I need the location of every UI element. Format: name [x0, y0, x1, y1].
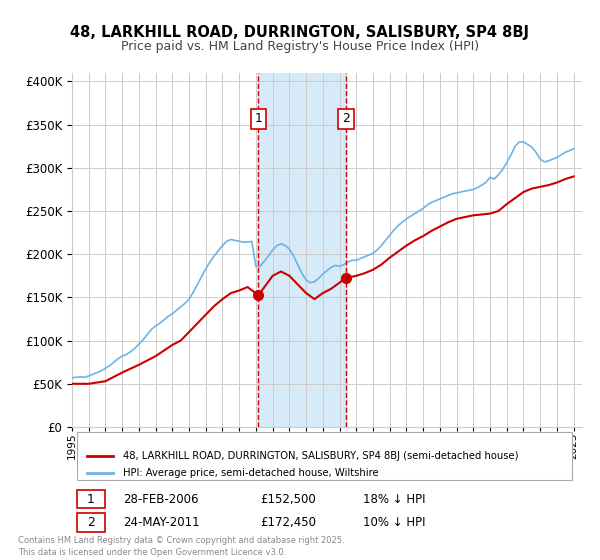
Text: 2: 2: [87, 516, 95, 529]
Text: HPI: Average price, semi-detached house, Wiltshire: HPI: Average price, semi-detached house,…: [123, 469, 379, 478]
Text: 18% ↓ HPI: 18% ↓ HPI: [362, 493, 425, 506]
Text: Contains HM Land Registry data © Crown copyright and database right 2025.
This d: Contains HM Land Registry data © Crown c…: [18, 536, 344, 557]
Text: 48, LARKHILL ROAD, DURRINGTON, SALISBURY, SP4 8BJ (semi-detached house): 48, LARKHILL ROAD, DURRINGTON, SALISBURY…: [123, 451, 518, 461]
Text: 28-FEB-2006: 28-FEB-2006: [123, 493, 199, 506]
Text: Price paid vs. HM Land Registry's House Price Index (HPI): Price paid vs. HM Land Registry's House …: [121, 40, 479, 53]
FancyBboxPatch shape: [77, 432, 572, 480]
Text: 48, LARKHILL ROAD, DURRINGTON, SALISBURY, SP4 8BJ: 48, LARKHILL ROAD, DURRINGTON, SALISBURY…: [71, 25, 530, 40]
Text: £172,450: £172,450: [260, 516, 317, 529]
Text: 24-MAY-2011: 24-MAY-2011: [123, 516, 200, 529]
FancyBboxPatch shape: [77, 490, 105, 508]
Bar: [259, 73, 346, 427]
Text: 1: 1: [254, 113, 262, 125]
Text: 10% ↓ HPI: 10% ↓ HPI: [362, 516, 425, 529]
Text: 2: 2: [342, 113, 350, 125]
FancyBboxPatch shape: [77, 513, 105, 531]
Text: 1: 1: [87, 493, 95, 506]
Text: £152,500: £152,500: [260, 493, 316, 506]
